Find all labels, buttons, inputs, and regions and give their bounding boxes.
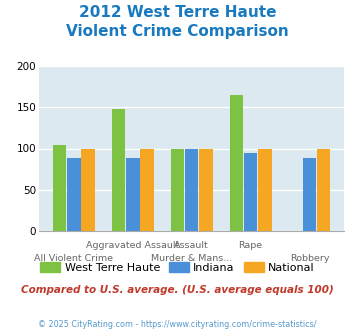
Text: Assault: Assault: [174, 241, 209, 250]
Text: All Violent Crime: All Violent Crime: [34, 254, 113, 263]
Bar: [230, 95, 243, 231]
Bar: [171, 148, 184, 231]
Bar: [140, 148, 154, 231]
Bar: [317, 148, 331, 231]
Text: Rape: Rape: [239, 241, 263, 250]
Text: © 2025 CityRating.com - https://www.cityrating.com/crime-statistics/: © 2025 CityRating.com - https://www.city…: [38, 320, 317, 329]
Text: 2012 West Terre Haute
Violent Crime Comparison: 2012 West Terre Haute Violent Crime Comp…: [66, 5, 289, 39]
Text: Robbery: Robbery: [290, 254, 329, 263]
Bar: [258, 148, 272, 231]
Bar: [67, 157, 81, 231]
Bar: [244, 152, 257, 231]
Bar: [303, 157, 316, 231]
Bar: [199, 148, 213, 231]
Text: Compared to U.S. average. (U.S. average equals 100): Compared to U.S. average. (U.S. average …: [21, 285, 334, 295]
Text: Aggravated Assault: Aggravated Assault: [86, 241, 179, 250]
Legend: West Terre Haute, Indiana, National: West Terre Haute, Indiana, National: [36, 258, 319, 278]
Bar: [53, 145, 66, 231]
Bar: [112, 109, 125, 231]
Bar: [185, 148, 198, 231]
Bar: [81, 148, 95, 231]
Bar: [126, 157, 140, 231]
Text: Murder & Mans...: Murder & Mans...: [151, 254, 232, 263]
